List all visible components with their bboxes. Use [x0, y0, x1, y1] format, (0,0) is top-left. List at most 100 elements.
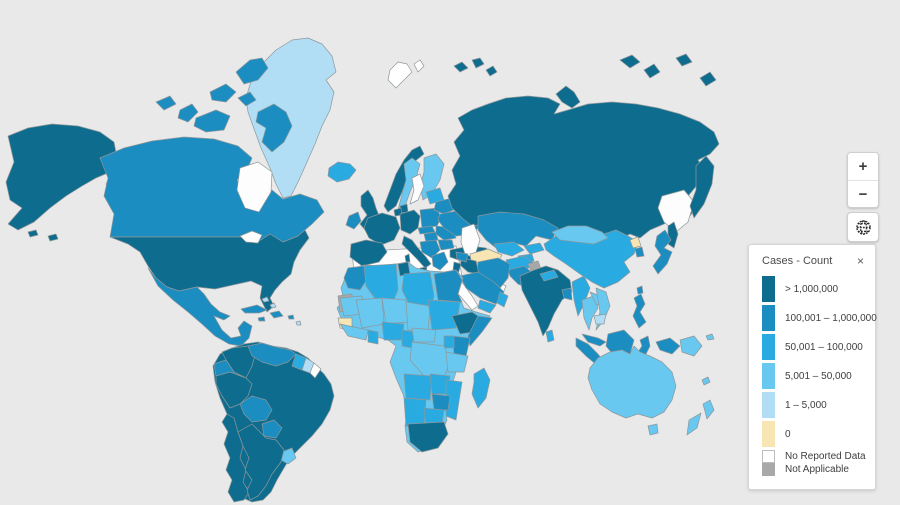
- map-region[interactable]: [686, 412, 702, 436]
- map-region[interactable]: [339, 323, 369, 341]
- country-sweden[interactable]: [397, 157, 421, 211]
- country-oman[interactable]: [496, 291, 509, 308]
- map-region[interactable]: [269, 310, 284, 319]
- country-alaska-us[interactable]: [5, 123, 118, 231]
- country-chad[interactable]: [405, 301, 431, 333]
- country-malaysia[interactable]: [581, 333, 607, 347]
- country-north-korea[interactable]: [629, 236, 642, 249]
- country-peru[interactable]: [215, 371, 253, 409]
- great-lakes: [239, 230, 263, 244]
- country-papua-new-guinea[interactable]: [679, 335, 703, 357]
- country-mongolia[interactable]: [551, 225, 609, 245]
- zoom-in-button[interactable]: +: [848, 153, 878, 180]
- country-kenya[interactable]: [451, 335, 471, 357]
- country-philippines[interactable]: [632, 293, 647, 329]
- map-region[interactable]: [235, 57, 269, 85]
- country-mexico[interactable]: [147, 267, 253, 347]
- country-sri-lanka[interactable]: [545, 329, 555, 343]
- country-paraguay[interactable]: [261, 419, 283, 439]
- country-greece[interactable]: [431, 251, 449, 271]
- country-ghana[interactable]: [367, 329, 379, 345]
- map-region[interactable]: [209, 83, 237, 103]
- map-region[interactable]: [699, 71, 717, 87]
- country-uganda[interactable]: [443, 335, 455, 349]
- country-zimbabwe[interactable]: [431, 393, 451, 411]
- tasmania[interactable]: [647, 423, 659, 436]
- country-tanzania[interactable]: [445, 351, 469, 373]
- map-region[interactable]: [705, 333, 715, 341]
- country-france[interactable]: [363, 212, 401, 246]
- map-region[interactable]: [193, 109, 231, 133]
- map-region[interactable]: [404, 253, 411, 263]
- country-ireland[interactable]: [345, 211, 362, 230]
- country-taiwan[interactable]: [636, 285, 644, 295]
- country-cuba[interactable]: [240, 304, 268, 314]
- map-region[interactable]: [255, 103, 293, 153]
- country-somalia[interactable]: [467, 315, 493, 347]
- country-argentina[interactable]: [237, 423, 285, 501]
- map-region[interactable]: [453, 61, 469, 73]
- map-region[interactable]: [155, 95, 177, 111]
- map-region[interactable]: [411, 327, 437, 343]
- country-bulgaria[interactable]: [437, 239, 455, 251]
- country-uzbekistan[interactable]: [493, 241, 525, 257]
- country-norway[interactable]: [383, 145, 425, 213]
- map-region[interactable]: [257, 316, 266, 322]
- map-region[interactable]: [643, 63, 661, 79]
- map-region[interactable]: [27, 229, 39, 238]
- country-sudan[interactable]: [427, 299, 461, 331]
- country-united-states[interactable]: [109, 229, 310, 313]
- country-italy[interactable]: [401, 235, 432, 269]
- country-iceland[interactable]: [327, 161, 357, 183]
- map-region[interactable]: [269, 302, 277, 309]
- legend-close-icon[interactable]: ×: [856, 254, 864, 268]
- globe-view-button[interactable]: [847, 212, 879, 242]
- kamchatka[interactable]: [689, 155, 715, 219]
- country-angola[interactable]: [403, 373, 433, 401]
- country-madagascar[interactable]: [471, 367, 491, 409]
- map-region[interactable]: [555, 85, 581, 109]
- map-region[interactable]: [47, 233, 59, 242]
- map-region[interactable]: [619, 54, 641, 69]
- country-nepal[interactable]: [539, 269, 559, 282]
- map-region[interactable]: [675, 53, 693, 67]
- map-region[interactable]: [523, 242, 545, 255]
- country-kazakhstan[interactable]: [477, 211, 559, 249]
- country-cambodia[interactable]: [593, 313, 607, 325]
- country-svalbard[interactable]: [387, 61, 413, 89]
- country-germany[interactable]: [399, 209, 421, 235]
- map-region[interactable]: [655, 337, 681, 355]
- region-balkans[interactable]: [419, 239, 441, 259]
- region-north-america: [5, 37, 425, 367]
- country-egypt[interactable]: [433, 269, 463, 303]
- map-region[interactable]: [471, 57, 485, 69]
- legend-swatch: [762, 421, 775, 447]
- map-region[interactable]: [485, 65, 498, 77]
- country-french-guiana[interactable]: [309, 362, 322, 379]
- country-australia[interactable]: [587, 345, 677, 419]
- country-japan[interactable]: [652, 229, 673, 275]
- country-nigeria[interactable]: [381, 321, 405, 341]
- country-south-korea[interactable]: [634, 246, 645, 258]
- legend-item: 100,001 – 1,000,000: [762, 305, 877, 331]
- country-india[interactable]: [519, 265, 573, 337]
- map-region[interactable]: [237, 91, 257, 107]
- map-region[interactable]: [287, 314, 295, 320]
- country-syria[interactable]: [455, 251, 469, 263]
- country-south-africa[interactable]: [407, 421, 449, 453]
- country-greenland[interactable]: [245, 37, 337, 199]
- country-niger[interactable]: [381, 297, 409, 325]
- map-region[interactable]: [295, 320, 302, 326]
- country-svalbard[interactable]: [413, 59, 425, 73]
- country-new-zealand[interactable]: [702, 399, 715, 420]
- country-bangladesh[interactable]: [561, 287, 573, 301]
- map-region[interactable]: [701, 376, 711, 386]
- map-region[interactable]: [177, 103, 199, 123]
- country-bolivia[interactable]: [239, 395, 273, 423]
- zoom-out-button[interactable]: −: [848, 180, 878, 207]
- country-spain[interactable]: [349, 239, 388, 267]
- country-yemen[interactable]: [477, 299, 497, 314]
- map-region[interactable]: [261, 296, 270, 303]
- country-venezuela[interactable]: [247, 342, 297, 367]
